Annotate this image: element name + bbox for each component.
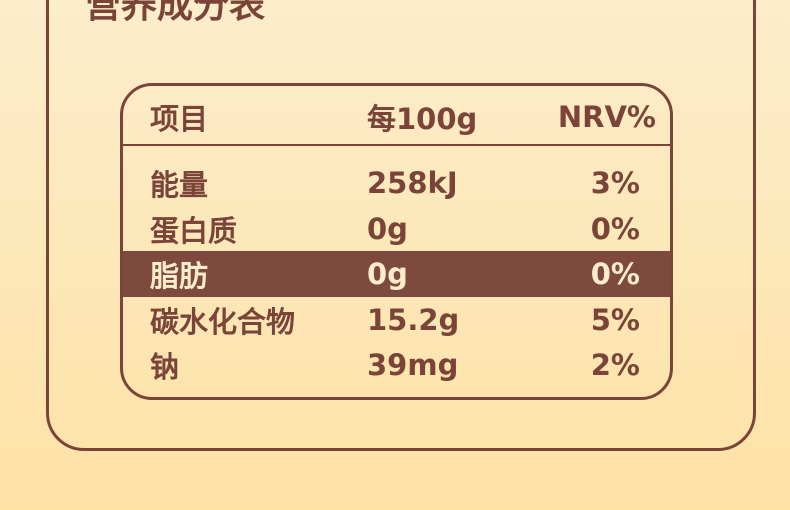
header-row: 项目 每100g NRV% (123, 94, 670, 140)
cell: 碳水化合物 (150, 304, 296, 339)
table-row: 脂肪 0g 0% (123, 251, 670, 297)
table-row: 碳水化合物 15.2g 5% (123, 297, 670, 343)
cell: 0% (590, 211, 640, 246)
title: 营养成分表 (85, 0, 266, 26)
separator (123, 144, 670, 146)
panel (46, 0, 756, 451)
cell: 258kJ (367, 166, 458, 200)
table-row: 蛋白质 0g 0% (123, 206, 670, 252)
column-header: 每100g (367, 102, 478, 136)
cell: 蛋白质 (150, 213, 238, 248)
nutrition-table: 项目 每100g NRV% 能量 258kJ 3% 蛋白质 0g 0% 脂肪 0g 0% 碳水化合… (120, 83, 673, 400)
cell: 0g (367, 211, 408, 246)
column-header: NRV% (557, 100, 656, 134)
table-row: 钠 39mg 2% (123, 342, 670, 388)
cell: 脂肪 (150, 259, 209, 293)
cell: 2% (590, 348, 640, 382)
cell: 钠 (150, 350, 180, 384)
cell: 3% (590, 166, 640, 200)
cell: 0% (590, 257, 640, 291)
cell: 15.2g (367, 302, 460, 337)
cell: 0g (367, 257, 408, 291)
cell: 能量 (150, 168, 209, 202)
cell: 5% (590, 302, 640, 337)
table-row: 能量 258kJ 3% (123, 160, 670, 206)
column-header: 项目 (150, 102, 209, 136)
cell: 39mg (367, 348, 459, 382)
